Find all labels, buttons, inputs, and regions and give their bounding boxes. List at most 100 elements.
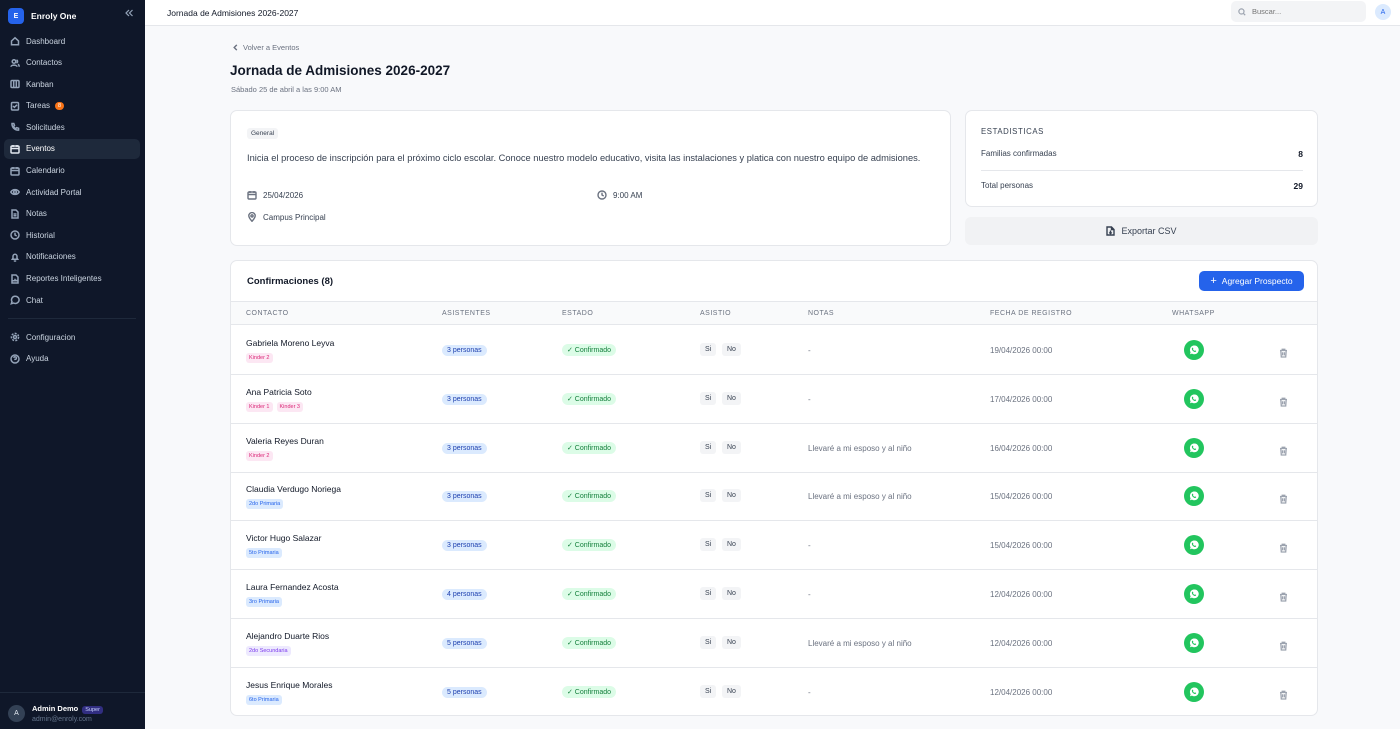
attended-yes-button[interactable]: Si: [700, 489, 717, 503]
tasks-count-badge: 8: [55, 101, 65, 110]
sidebar-item-kanban[interactable]: Kanban: [4, 74, 140, 94]
col-fecha: FECHA DE REGISTRO: [990, 310, 1073, 317]
whatsapp-button[interactable]: [1184, 437, 1204, 458]
delete-button[interactable]: [1279, 687, 1288, 700]
contact-name[interactable]: Jesus Enrique Morales: [246, 679, 333, 690]
delete-button[interactable]: [1279, 443, 1288, 456]
sidebar-item-label: Contactos: [26, 58, 63, 68]
sidebar-item-actividad-portal[interactable]: Actividad Portal: [4, 182, 140, 202]
whatsapp-button[interactable]: [1184, 535, 1204, 556]
event-time: 9:00 AM: [597, 190, 642, 200]
users-icon: [10, 58, 20, 67]
chevron-left-icon: [233, 44, 238, 51]
delete-button[interactable]: [1279, 491, 1288, 505]
sidebar-item-label: Calendario: [26, 166, 65, 176]
attended-no-button[interactable]: No: [722, 684, 741, 698]
table-row: Claudia Verdugo Noriega 2do Primaria 3 per…: [231, 472, 1317, 522]
attended-yes-button[interactable]: Si: [700, 587, 717, 600]
attended-no-button[interactable]: No: [722, 538, 741, 552]
attended-yes-button[interactable]: Si: [700, 391, 717, 405]
sidebar-item-historial[interactable]: Historial: [4, 225, 140, 245]
sidebar-item-contactos[interactable]: Contactos: [4, 53, 140, 73]
sidebar-item-dashboard[interactable]: Dashboard: [4, 31, 140, 51]
grade-tag: 3ro Primaria: [246, 597, 282, 607]
sidebar-item-calendario[interactable]: Calendario: [4, 161, 140, 181]
whatsapp-button[interactable]: [1184, 681, 1204, 702]
delete-button[interactable]: [1279, 638, 1288, 651]
status-badge: ✓ Confirmado: [562, 344, 616, 356]
grade-tag: Kinder 2: [246, 353, 273, 363]
delete-button[interactable]: [1279, 345, 1288, 358]
sidebar-item-chat[interactable]: Chat: [4, 290, 140, 310]
attended-yes-button[interactable]: Si: [700, 440, 717, 454]
export-csv-button[interactable]: Exportar CSV: [965, 217, 1318, 245]
status-badge: ✓ Confirmado: [562, 636, 616, 649]
help-icon: [10, 353, 20, 364]
attended-yes-button[interactable]: Si: [700, 538, 717, 552]
stat-families: Familias confirmadas 8: [981, 149, 1303, 159]
attended-no-button[interactable]: No: [722, 489, 741, 503]
attended-yes-button[interactable]: Si: [700, 684, 717, 698]
back-link[interactable]: Volver a Eventos: [232, 43, 299, 52]
attended-no-button[interactable]: No: [722, 440, 741, 454]
contact-name[interactable]: Ana Patricia Soto: [246, 386, 312, 397]
search-input[interactable]: [1252, 7, 1362, 16]
whatsapp-button[interactable]: [1184, 632, 1204, 653]
notes-text: -: [808, 394, 811, 404]
sidebar-item-eventos[interactable]: Eventos: [4, 138, 140, 159]
event-location: Campus Principal: [247, 212, 326, 222]
page-title: Jornada de Admisiones 2026-2027: [230, 63, 451, 78]
attended-yes-button[interactable]: Si: [700, 343, 717, 356]
delete-button[interactable]: [1279, 540, 1288, 553]
attended-no-button[interactable]: No: [722, 635, 741, 649]
whatsapp-button[interactable]: [1184, 340, 1204, 360]
contact-name[interactable]: Claudia Verdugo Noriega: [246, 484, 341, 495]
grade-tag: Kinder 3: [276, 401, 303, 412]
contact-name[interactable]: Gabriela Moreno Leyva: [246, 338, 335, 348]
attended-no-button[interactable]: No: [722, 587, 741, 600]
whatsapp-icon: [1189, 491, 1199, 501]
attended-yes-button[interactable]: Si: [700, 635, 717, 649]
collapse-sidebar-icon[interactable]: [124, 8, 134, 18]
sidebar: E Enroly One Dashboard Contactos Kanban Tar…: [0, 0, 145, 729]
attended-no-button[interactable]: No: [722, 343, 741, 356]
sidebar-item-reportes-inteligentes[interactable]: Reportes Inteligentes: [4, 269, 140, 289]
sidebar-item-solicitudes[interactable]: Solicitudes: [4, 117, 140, 137]
add-prospect-label: Agregar Prospecto: [1221, 276, 1293, 286]
delete-button[interactable]: [1279, 394, 1288, 407]
add-prospect-button[interactable]: + Agregar Prospecto: [1199, 271, 1304, 291]
sidebar-item-ayuda[interactable]: Ayuda: [4, 349, 140, 369]
grade-tag: Kinder 2: [246, 450, 273, 461]
sidebar-item-notas[interactable]: Notas: [4, 204, 140, 224]
top-avatar[interactable]: A: [1375, 4, 1391, 20]
attendees-badge: 4 personas: [442, 589, 487, 600]
sidebar-item-tareas[interactable]: Tareas 8: [4, 96, 140, 116]
sidebar-item-configuracion[interactable]: Configuracion: [4, 327, 140, 347]
sidebar-item-notificaciones[interactable]: Notificaciones: [4, 247, 140, 267]
notes-text: Llevaré a mi esposo y al niño: [808, 443, 912, 453]
contact-name[interactable]: Victor Hugo Salazar: [246, 533, 322, 544]
whatsapp-button[interactable]: [1184, 584, 1204, 604]
notes-text: Llevaré a mi esposo y al niño: [808, 638, 912, 648]
col-asistio: ASISTIO: [700, 310, 732, 317]
search-box[interactable]: [1231, 1, 1366, 22]
chat-icon: [10, 295, 20, 305]
map-pin-icon: [248, 212, 256, 222]
delete-button[interactable]: [1279, 589, 1288, 602]
trash-icon: [1280, 641, 1287, 651]
sidebar-user[interactable]: A Admin Demo Super admin@enroly.com: [0, 692, 145, 729]
table-row: Ana Patricia Soto Kinder 1 Kinder 3 3 perso…: [231, 375, 1317, 424]
whatsapp-button[interactable]: [1184, 388, 1204, 409]
gear-icon: [10, 332, 20, 342]
back-link-label: Volver a Eventos: [243, 43, 300, 52]
attended-no-button[interactable]: No: [722, 391, 741, 405]
contact-name[interactable]: Valeria Reyes Duran: [246, 435, 324, 446]
contact-name[interactable]: Laura Fernandez Acosta: [246, 582, 339, 592]
grade-tag: 2do Primaria: [246, 499, 284, 510]
whatsapp-button[interactable]: [1184, 486, 1204, 507]
stat-divider: [981, 170, 1303, 171]
contact-name[interactable]: Alejandro Duarte Rios: [246, 630, 330, 641]
calendar-icon: [10, 144, 20, 154]
grade-tag: Kinder 1: [246, 401, 273, 412]
table-row: Gabriela Moreno Leyva Kinder 2 3 personas ✓…: [231, 326, 1317, 375]
